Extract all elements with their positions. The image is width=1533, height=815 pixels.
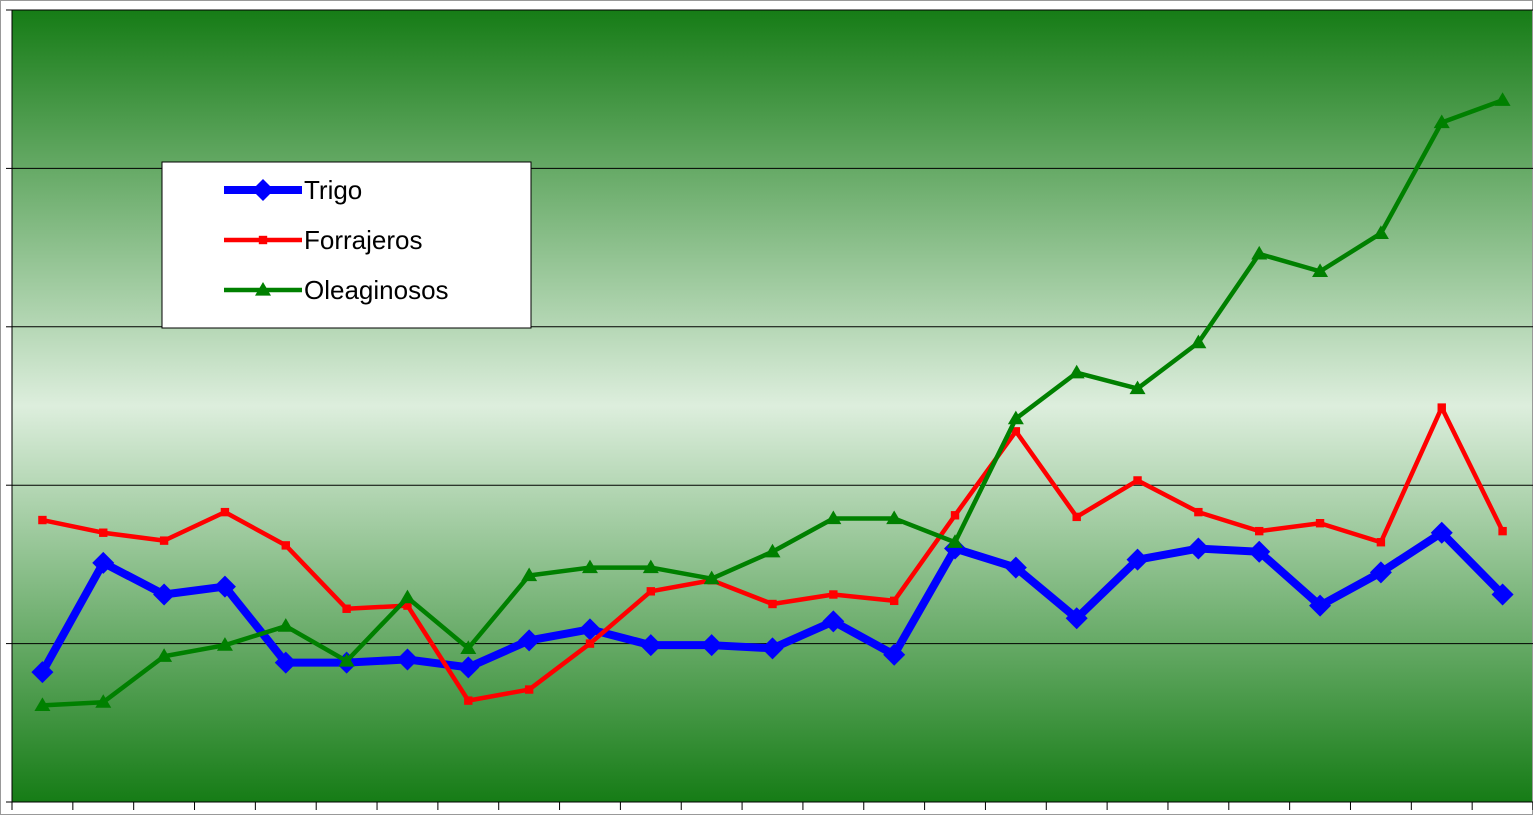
marker <box>761 637 784 660</box>
marker <box>889 596 899 606</box>
marker <box>1248 540 1271 563</box>
marker <box>518 629 541 652</box>
marker <box>31 661 54 684</box>
marker <box>521 567 538 582</box>
marker <box>1068 364 1085 379</box>
marker <box>639 634 662 657</box>
marker <box>1437 403 1446 412</box>
marker <box>281 541 290 550</box>
marker <box>95 694 112 708</box>
marker <box>1190 334 1207 349</box>
marker <box>396 648 419 671</box>
marker <box>1065 607 1088 630</box>
marker <box>34 697 51 711</box>
marker <box>1369 561 1392 584</box>
marker <box>255 282 271 296</box>
marker <box>585 639 595 648</box>
marker <box>944 537 967 560</box>
marker <box>277 618 294 632</box>
legend-label: Oleaginosos <box>304 275 449 305</box>
marker <box>258 235 268 245</box>
marker <box>342 604 351 613</box>
marker <box>1433 114 1450 129</box>
marker <box>1194 507 1203 517</box>
marker <box>156 648 173 662</box>
legend-label: Forrajeros <box>304 225 422 255</box>
marker <box>153 583 176 606</box>
marker <box>1372 225 1389 239</box>
plot-background <box>12 10 1533 802</box>
legend-label: Trigo <box>304 175 362 205</box>
marker <box>768 599 777 609</box>
marker <box>1187 537 1210 560</box>
marker <box>1007 410 1024 425</box>
marker <box>886 510 903 525</box>
marker <box>1255 526 1264 536</box>
marker <box>220 507 230 517</box>
marker <box>1004 556 1027 579</box>
marker <box>642 559 659 574</box>
marker <box>1312 263 1329 277</box>
marker <box>159 536 169 545</box>
marker <box>1430 521 1453 544</box>
marker <box>1494 92 1511 106</box>
marker <box>950 511 960 520</box>
marker <box>1315 519 1325 528</box>
marker <box>252 179 274 201</box>
marker <box>822 610 845 633</box>
marker <box>829 590 838 599</box>
marker <box>38 515 47 525</box>
marker <box>403 601 412 610</box>
marker <box>1011 427 1021 436</box>
marker <box>1133 476 1142 485</box>
marker <box>703 570 720 585</box>
marker <box>1491 583 1514 606</box>
marker <box>1126 548 1149 571</box>
marker <box>581 559 598 574</box>
marker <box>764 543 781 558</box>
marker <box>274 651 297 674</box>
marker <box>825 510 842 525</box>
marker <box>700 634 723 657</box>
marker <box>1376 538 1386 547</box>
marker <box>338 653 355 667</box>
marker <box>460 640 477 654</box>
marker <box>92 551 115 574</box>
marker <box>646 587 656 596</box>
marker <box>1309 594 1332 617</box>
marker <box>883 643 906 666</box>
marker <box>457 656 480 679</box>
marker <box>99 528 108 537</box>
marker <box>524 685 534 694</box>
marker <box>1129 380 1146 395</box>
marker <box>464 696 473 705</box>
marker <box>1251 245 1268 260</box>
marker <box>216 637 233 651</box>
marker <box>578 618 601 641</box>
marker <box>1498 526 1507 536</box>
marker <box>1072 512 1081 522</box>
marker <box>213 575 236 598</box>
marker <box>399 589 416 604</box>
marker <box>947 534 964 548</box>
legend-box <box>161 161 532 329</box>
